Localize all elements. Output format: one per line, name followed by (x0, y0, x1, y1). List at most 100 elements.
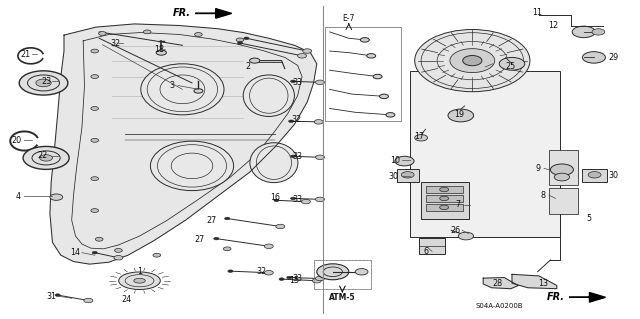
Circle shape (395, 156, 414, 166)
Text: ATM-5: ATM-5 (329, 293, 356, 302)
Ellipse shape (141, 64, 224, 115)
Text: 23: 23 (41, 77, 51, 86)
Text: 33: 33 (292, 274, 302, 283)
Bar (549, 188, 578, 214)
Circle shape (36, 79, 51, 87)
Circle shape (99, 32, 106, 35)
Circle shape (84, 298, 93, 303)
Ellipse shape (450, 48, 495, 72)
Circle shape (415, 135, 428, 141)
Circle shape (314, 120, 323, 124)
Text: 25: 25 (506, 63, 516, 71)
Text: 33: 33 (292, 152, 302, 161)
Text: 5: 5 (586, 214, 591, 223)
Circle shape (287, 276, 292, 279)
Ellipse shape (250, 143, 298, 182)
Circle shape (289, 120, 294, 122)
Circle shape (195, 33, 202, 36)
Polygon shape (50, 24, 317, 264)
Ellipse shape (150, 141, 234, 190)
Ellipse shape (243, 75, 294, 116)
Text: 31: 31 (46, 292, 56, 300)
Circle shape (440, 205, 449, 210)
Text: 16: 16 (270, 193, 280, 202)
Text: 2: 2 (246, 62, 251, 71)
Circle shape (380, 94, 388, 99)
Circle shape (440, 196, 449, 201)
Circle shape (316, 197, 324, 202)
Text: 8: 8 (540, 191, 545, 200)
FancyArrow shape (569, 293, 605, 302)
Bar (421, 182, 469, 219)
Circle shape (291, 155, 296, 158)
Circle shape (367, 54, 376, 58)
Text: 26: 26 (451, 226, 461, 235)
Circle shape (303, 49, 312, 53)
Circle shape (373, 74, 382, 79)
Text: 27: 27 (206, 216, 216, 225)
Text: 33: 33 (292, 78, 302, 87)
Text: 30: 30 (608, 171, 618, 180)
Circle shape (214, 237, 219, 240)
Text: 30: 30 (388, 172, 398, 181)
Circle shape (448, 109, 474, 122)
Text: 19: 19 (454, 110, 465, 119)
Text: 32: 32 (256, 267, 266, 276)
Circle shape (143, 30, 151, 34)
Circle shape (588, 172, 601, 178)
Text: 21: 21 (20, 50, 31, 59)
Circle shape (440, 187, 449, 192)
Text: 18: 18 (154, 45, 164, 54)
Text: E-7: E-7 (342, 14, 355, 23)
Circle shape (55, 294, 60, 296)
Circle shape (312, 278, 321, 283)
Circle shape (264, 244, 273, 249)
Ellipse shape (134, 278, 145, 283)
Circle shape (301, 199, 310, 204)
Text: S04A-A0200B: S04A-A0200B (476, 303, 523, 309)
Circle shape (316, 155, 324, 160)
Circle shape (582, 52, 605, 63)
Circle shape (276, 224, 285, 229)
Bar (426, 204, 463, 211)
Ellipse shape (463, 56, 482, 66)
Circle shape (115, 249, 122, 252)
Circle shape (550, 164, 573, 175)
Text: 14: 14 (70, 248, 81, 257)
Text: 6: 6 (423, 247, 428, 256)
Text: 29: 29 (608, 53, 618, 62)
Circle shape (91, 138, 99, 142)
Bar (419, 238, 445, 254)
Text: 20: 20 (12, 136, 22, 145)
Circle shape (386, 113, 395, 117)
Bar (549, 150, 578, 185)
Text: 32: 32 (110, 39, 120, 48)
Text: 15: 15 (289, 276, 300, 285)
Bar (426, 195, 463, 202)
Polygon shape (512, 274, 557, 289)
Ellipse shape (119, 272, 161, 290)
Circle shape (274, 199, 279, 202)
Bar (314, 260, 371, 289)
Text: 24: 24 (122, 295, 132, 304)
Circle shape (458, 232, 474, 240)
Text: 10: 10 (390, 156, 401, 165)
Text: 3: 3 (169, 81, 174, 90)
Bar (582, 169, 607, 182)
Text: 7: 7 (455, 200, 460, 209)
Text: 17: 17 (414, 132, 424, 141)
Circle shape (244, 37, 249, 40)
Circle shape (91, 209, 99, 212)
Circle shape (91, 75, 99, 78)
Polygon shape (483, 278, 518, 289)
Circle shape (223, 247, 231, 251)
Text: 27: 27 (195, 235, 205, 244)
Circle shape (316, 80, 324, 85)
Circle shape (572, 26, 595, 38)
Circle shape (236, 38, 244, 42)
Circle shape (95, 237, 103, 241)
Circle shape (360, 38, 369, 42)
Circle shape (250, 58, 260, 63)
Circle shape (92, 251, 97, 254)
Bar (410, 71, 560, 237)
